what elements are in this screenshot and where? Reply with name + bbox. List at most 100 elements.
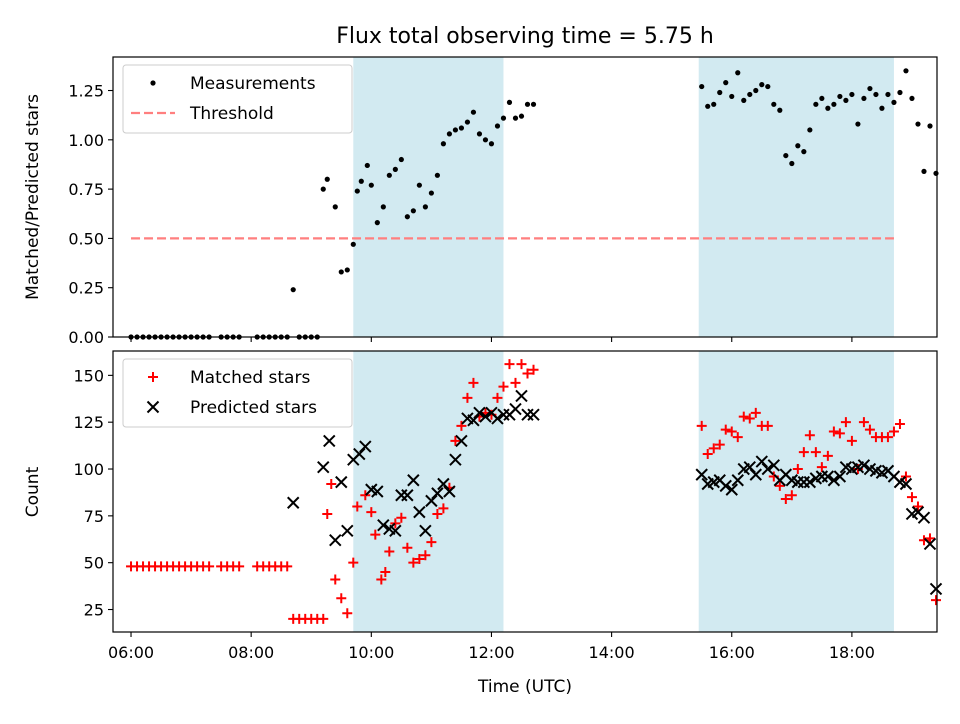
measurement-point: [500, 115, 507, 121]
matched-star-point: [456, 420, 467, 431]
x-tick-label: 08:00: [228, 643, 274, 662]
matched-star-point: [204, 561, 215, 572]
predicted-star-point: [731, 474, 744, 487]
measurement-point: [320, 186, 326, 192]
legend-box: [122, 358, 353, 428]
measurement-point: [518, 113, 525, 119]
matched-star-point: [370, 529, 381, 540]
matched-star-point: [846, 435, 857, 446]
measurement-point: [446, 131, 453, 137]
x-tick-label: 16:00: [709, 643, 755, 662]
measurement-point: [699, 83, 705, 90]
measurement-point: [374, 220, 380, 226]
matched-star-point: [510, 377, 521, 388]
matched-star-point: [468, 377, 479, 388]
matched-star-point: [840, 417, 851, 428]
matched-star-point: [360, 490, 371, 501]
matched-star-point: [522, 368, 533, 379]
legend-marker: [150, 80, 156, 86]
x-axis-label: Time (UTC): [477, 677, 572, 697]
measurement-point: [831, 101, 837, 107]
matched-star-point: [336, 593, 347, 604]
measurement-point: [350, 241, 356, 247]
measurement-point: [524, 101, 531, 107]
matched-star-point: [396, 512, 407, 523]
measurement-point: [765, 83, 771, 90]
matched-star-point: [930, 595, 941, 606]
matched-star-point: [414, 553, 425, 564]
measurement-point: [464, 119, 471, 125]
matched-star-point: [390, 518, 401, 529]
y-tick-label: 50: [84, 554, 104, 573]
measurement-point: [290, 287, 296, 293]
matched-star-point: [516, 359, 527, 370]
matched-star-point: [900, 471, 911, 482]
matched-star-point: [348, 557, 359, 568]
predicted-star-point: [329, 533, 342, 547]
measurement-point: [717, 89, 723, 96]
measurement-point: [482, 137, 489, 143]
measurement-point: [747, 91, 753, 98]
measurement-point: [933, 170, 939, 176]
matched-star-point: [326, 479, 337, 490]
matched-star-point: [462, 392, 473, 403]
measurement-point: [338, 269, 344, 275]
matched-star-point: [822, 450, 833, 461]
measurement-point: [795, 143, 801, 149]
predicted-star-point: [425, 494, 438, 508]
predicted-star-point: [719, 479, 732, 493]
predicted-star-point: [827, 474, 841, 487]
measurement-point: [358, 178, 364, 184]
predicted-star-point: [695, 468, 708, 481]
y-tick-label: 0.75: [68, 180, 104, 199]
matched-star-point: [810, 447, 821, 458]
predicted-star-point: [401, 489, 414, 502]
measurement-point: [416, 182, 422, 188]
predicted-star-point: [743, 460, 756, 474]
measurement-point: [512, 115, 519, 121]
measurement-point: [452, 127, 459, 133]
matched-star-point: [318, 613, 329, 624]
matched-star-point: [906, 492, 917, 503]
y-tick-label: 75: [84, 507, 104, 526]
matched-star-point: [696, 420, 707, 431]
chart-title: Flux total observing time = 5.75 h: [336, 24, 714, 49]
predicted-star-point: [749, 468, 762, 481]
matched-star-point: [432, 508, 443, 519]
matched-star-point: [720, 424, 731, 435]
shaded-interval: [698, 351, 894, 632]
shaded-interval: [353, 57, 504, 337]
y-tick-label: 0.25: [68, 279, 104, 298]
matched-star-point: [438, 503, 449, 514]
measurement-point: [819, 95, 825, 102]
predicted-star-point: [923, 537, 937, 551]
predicted-star-point: [431, 487, 444, 500]
matched-star-point: [762, 420, 773, 431]
y-tick-label: 1.00: [68, 131, 104, 150]
top-y-axis-label: Matched/Predicted stars: [23, 94, 43, 300]
predicted-star-point: [341, 524, 354, 538]
measurement-point: [741, 97, 747, 103]
matched-star-point: [786, 490, 797, 501]
shaded-interval: [698, 57, 894, 337]
matched-star-point: [366, 507, 377, 518]
measurement-point: [753, 87, 759, 94]
matched-star-point: [798, 447, 809, 458]
matched-star-point: [750, 407, 761, 418]
measurement-point: [476, 131, 483, 137]
predicted-star-point: [527, 408, 540, 421]
matched-star-point: [708, 443, 719, 454]
predicted-star-point: [473, 406, 486, 420]
predicted-star-point: [449, 453, 462, 466]
measurement-point: [324, 176, 330, 182]
matched-star-point: [732, 432, 743, 443]
measurement-point: [861, 95, 867, 102]
shaded-interval: [353, 351, 504, 632]
predicted-star-point: [833, 470, 847, 483]
matched-star-point: [702, 449, 713, 460]
matched-star-point: [924, 533, 935, 544]
x-tick-label: 10:00: [348, 643, 394, 662]
measurement-point: [885, 91, 891, 98]
legend-box: [122, 64, 353, 134]
